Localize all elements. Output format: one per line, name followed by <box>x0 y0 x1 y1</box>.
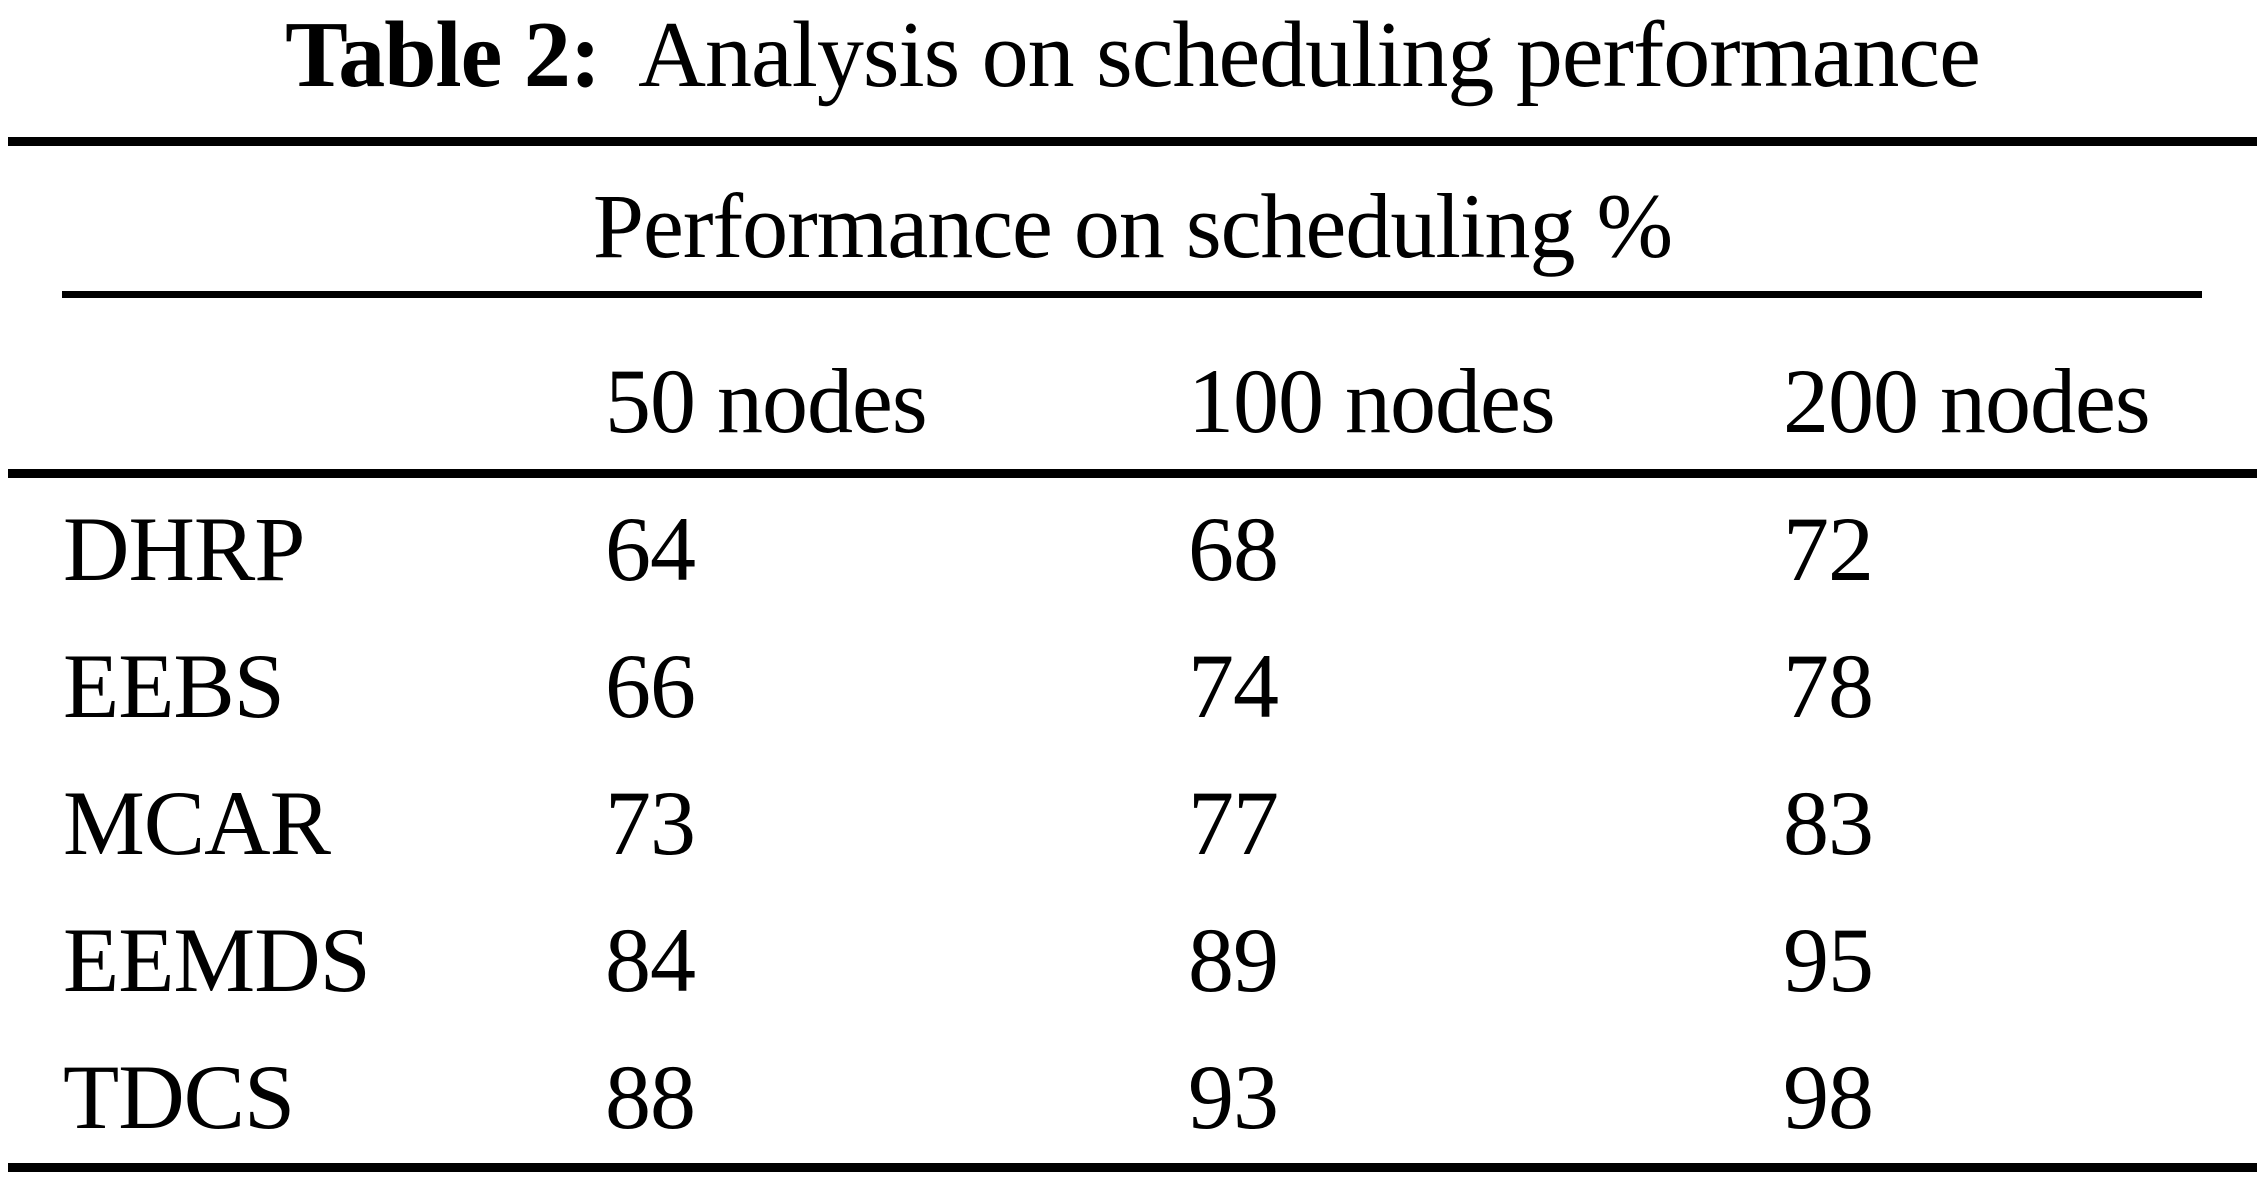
table-row: MCAR 73 77 83 <box>63 754 2265 891</box>
table-bottom-rule <box>8 1163 2257 1172</box>
value-cell: 98 <box>1783 1045 1874 1148</box>
value-cell: 68 <box>1188 497 1279 600</box>
row-label-cell: EEBS <box>63 634 285 737</box>
table-span-header: Performance on scheduling % <box>592 175 1673 277</box>
value-cell: 95 <box>1783 908 1874 1011</box>
column-header-200-nodes: 200 nodes <box>1783 350 2151 452</box>
table-row: EEBS 66 74 78 <box>63 617 2265 754</box>
table-caption-text: Analysis on scheduling performance <box>638 3 1981 107</box>
table-caption: Table 2: Analysis on scheduling performan… <box>0 6 2265 105</box>
value-cell: 74 <box>1188 634 1279 737</box>
table-row: DHRP 64 68 72 <box>63 480 2265 617</box>
row-label-cell: TDCS <box>63 1045 295 1148</box>
row-label-cell: DHRP <box>63 497 305 600</box>
header-separator-rule <box>8 469 2257 478</box>
value-cell: 64 <box>605 497 696 600</box>
span-header-underline-rule <box>62 291 2202 298</box>
value-cell: 73 <box>605 771 696 874</box>
row-label-cell: EEMDS <box>63 908 371 1011</box>
table-row: EEMDS 84 89 95 <box>63 891 2265 1028</box>
row-label-cell: MCAR <box>63 771 331 874</box>
value-cell: 83 <box>1783 771 1874 874</box>
value-cell: 93 <box>1188 1045 1279 1148</box>
column-header-50-nodes: 50 nodes <box>605 350 928 452</box>
value-cell: 72 <box>1783 497 1874 600</box>
table-body: DHRP 64 68 72 EEBS 66 74 78 MCAR 73 77 8… <box>63 480 2265 1165</box>
value-cell: 84 <box>605 908 696 1011</box>
table-caption-label: Table 2: <box>285 3 601 107</box>
value-cell: 77 <box>1188 771 1279 874</box>
column-header-100-nodes: 100 nodes <box>1188 350 1556 452</box>
value-cell: 89 <box>1188 908 1279 1011</box>
value-cell: 66 <box>605 634 696 737</box>
table-row: TDCS 88 93 98 <box>63 1028 2265 1165</box>
value-cell: 88 <box>605 1045 696 1148</box>
value-cell: 78 <box>1783 634 1874 737</box>
table-top-rule <box>8 137 2257 146</box>
column-header-row: 50 nodes 100 nodes 200 nodes <box>63 355 2265 447</box>
